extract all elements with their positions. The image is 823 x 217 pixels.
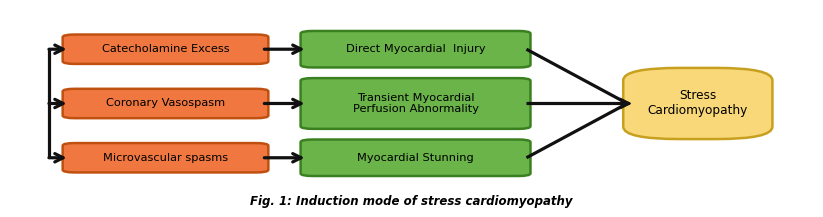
Text: Fig. 1: Induction mode of stress cardiomyopathy: Fig. 1: Induction mode of stress cardiom… [250,195,573,208]
Text: Microvascular spasms: Microvascular spasms [103,153,228,163]
Text: Stress
Cardiomyopathy: Stress Cardiomyopathy [648,89,748,117]
Text: Direct Myocardial  Injury: Direct Myocardial Injury [346,44,486,54]
FancyBboxPatch shape [300,78,531,129]
FancyBboxPatch shape [623,68,773,139]
Text: Catecholamine Excess: Catecholamine Excess [102,44,230,54]
FancyBboxPatch shape [63,89,268,118]
Text: Myocardial Stunning: Myocardial Stunning [357,153,474,163]
Text: Coronary Vasospasm: Coronary Vasospasm [106,99,225,108]
FancyBboxPatch shape [300,140,531,176]
FancyBboxPatch shape [63,35,268,64]
FancyBboxPatch shape [300,31,531,67]
FancyBboxPatch shape [63,143,268,173]
Text: Transient Myocardial
Perfusion Abnormality: Transient Myocardial Perfusion Abnormali… [352,93,478,114]
